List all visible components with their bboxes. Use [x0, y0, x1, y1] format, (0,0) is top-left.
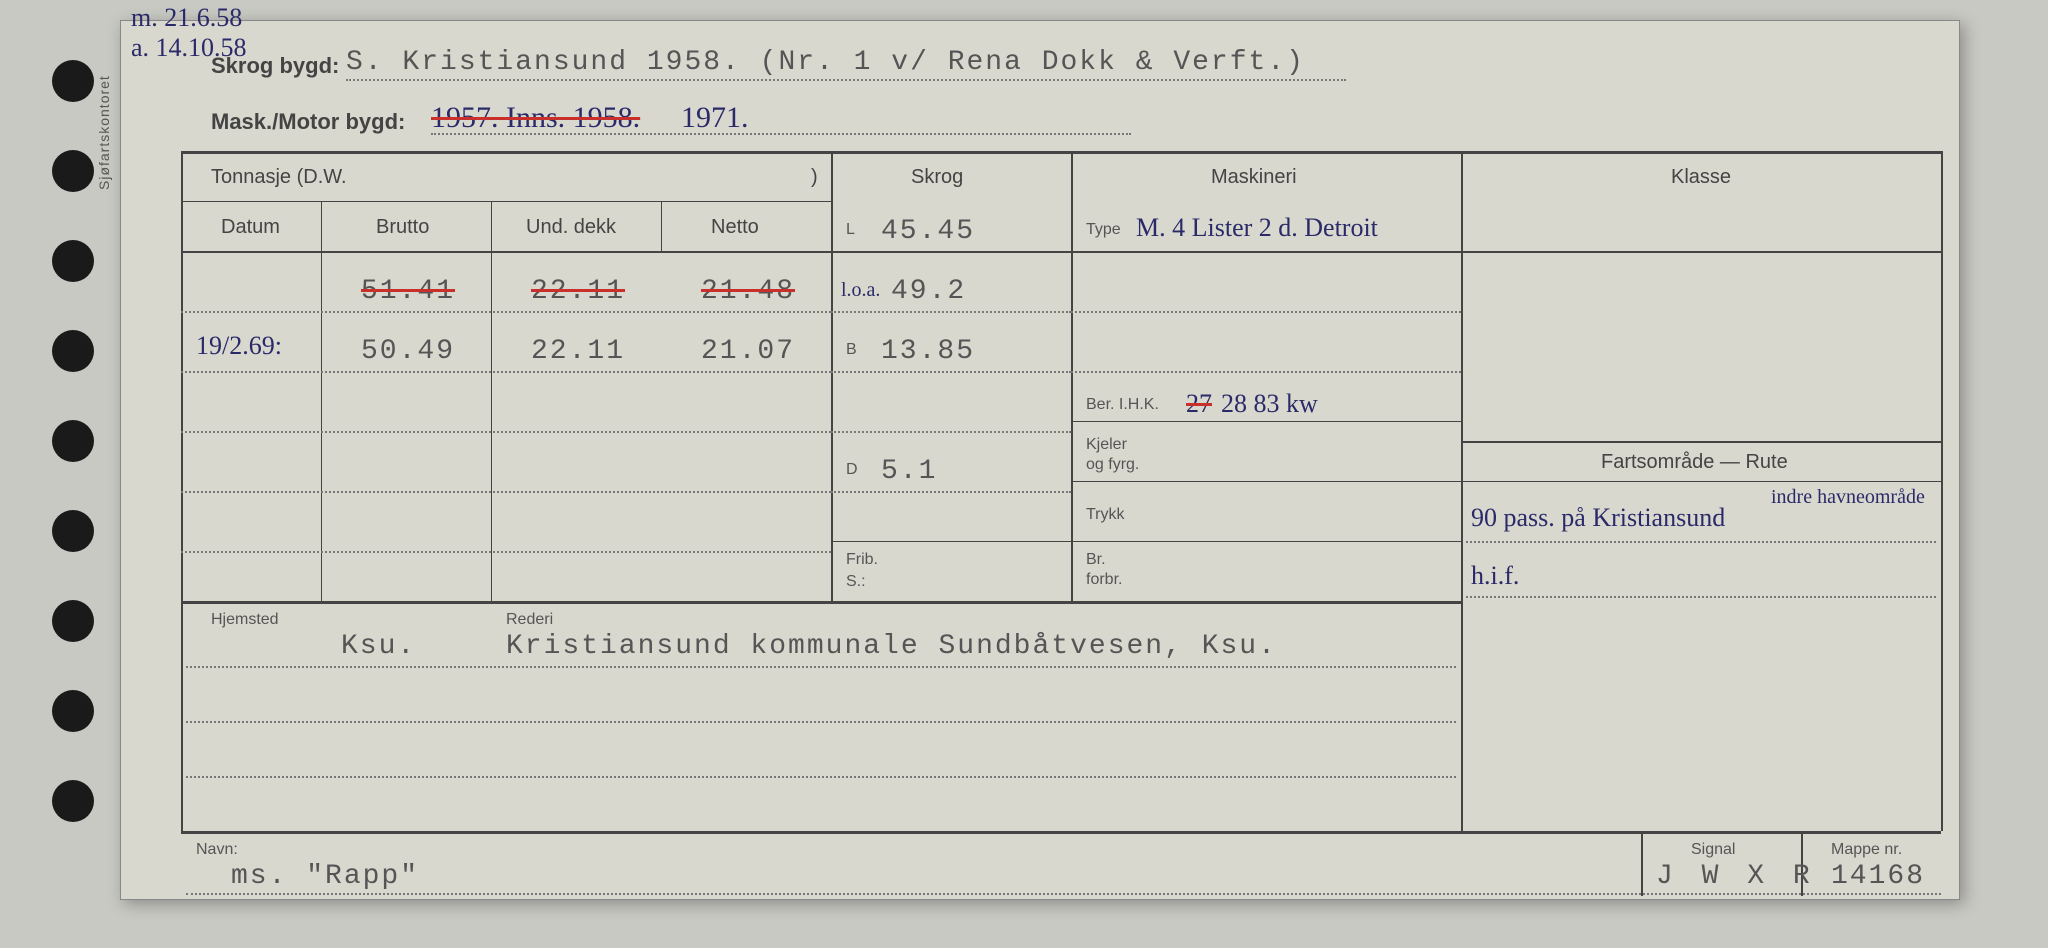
record-card: m. 21.6.58 a. 14.10.58 Skrog bygd: S. Kr… — [120, 20, 1960, 900]
unddekk-2: 22.11 — [531, 336, 625, 367]
farts-header: Fartsområde — Rute — [1601, 451, 1788, 474]
rederi-label: Rederi — [506, 611, 553, 629]
brutto-header: Brutto — [376, 216, 429, 239]
klasse-header: Klasse — [1671, 166, 1731, 189]
motor-value-strike: 1957. Inns. 1958. — [431, 101, 640, 135]
maskineri-header: Maskineri — [1211, 166, 1297, 189]
farts-line1: 90 pass. på Kristiansund — [1471, 503, 1725, 533]
L-value: 45.45 — [881, 216, 975, 247]
type-value: M. 4 Lister 2 d. Detroit — [1136, 213, 1378, 243]
hjemsted-label: Hjemsted — [211, 611, 279, 629]
mappe-value: 14168 — [1831, 861, 1925, 892]
topnote-1: m. 21.6.58 — [131, 3, 247, 33]
D-label: D — [846, 461, 858, 479]
forbr-label: forbr. — [1086, 571, 1122, 589]
navn-label: Navn: — [196, 841, 238, 859]
skrog-bygd-label: Skrog bygd: — [211, 53, 339, 79]
datum-2: 19/2.69: — [196, 331, 282, 361]
tonnasje-close: ) — [811, 166, 818, 189]
B-label: B — [846, 341, 857, 359]
farts-sup: indre havneområde — [1771, 486, 1925, 509]
motor-bygd-label: Mask./Motor bygd: — [211, 109, 405, 135]
frib-label: Frib. — [846, 551, 878, 569]
signal-value: J W X R — [1656, 861, 1816, 892]
loa-value: 49.2 — [891, 276, 966, 307]
rederi-value: Kristiansund kommunale Sundbåtvesen, Ksu… — [506, 631, 1277, 662]
loa-label: l.o.a. — [841, 279, 880, 302]
hjemsted-value: Ksu. — [341, 631, 416, 662]
unddekk-1: 22.11 — [531, 276, 625, 307]
tonnasje-header: Tonnasje (D.W. — [211, 166, 347, 189]
brutto-1: 51.41 — [361, 276, 455, 307]
kjeler-label: Kjeler — [1086, 436, 1127, 454]
netto-header: Netto — [711, 216, 759, 239]
side-sjof: Sjøfartskontoret — [96, 40, 112, 190]
ber-strike: 27 — [1186, 389, 1212, 419]
netto-1: 21.48 — [701, 276, 795, 307]
datum-header: Datum — [221, 216, 280, 239]
skrog-bygd-value: S. Kristiansund 1958. (Nr. 1 v/ Rena Dok… — [346, 47, 1305, 78]
netto-2: 21.07 — [701, 336, 795, 367]
D-value: 5.1 — [881, 456, 937, 487]
L-label: L — [846, 221, 855, 239]
mappe-label: Mappe nr. — [1831, 841, 1902, 859]
unddekk-header: Und. dekk — [526, 216, 616, 239]
skrog-header: Skrog — [911, 166, 963, 189]
navn-value: ms. "Rapp" — [231, 861, 419, 892]
fyrg-label: og fyrg. — [1086, 456, 1139, 474]
trykk-label: Trykk — [1086, 506, 1125, 524]
farts-line2: h.i.f. — [1471, 561, 1519, 591]
brutto-2: 50.49 — [361, 336, 455, 367]
motor-value-new: 1971. — [681, 101, 749, 135]
ber-label: Ber. I.H.K. — [1086, 396, 1159, 414]
signal-label: Signal — [1691, 841, 1735, 859]
type-label: Type — [1086, 221, 1121, 239]
B-value: 13.85 — [881, 336, 975, 367]
ber-value: 28 83 kw — [1221, 389, 1318, 419]
s-label: S.: — [846, 573, 866, 591]
br-label: Br. — [1086, 551, 1106, 569]
